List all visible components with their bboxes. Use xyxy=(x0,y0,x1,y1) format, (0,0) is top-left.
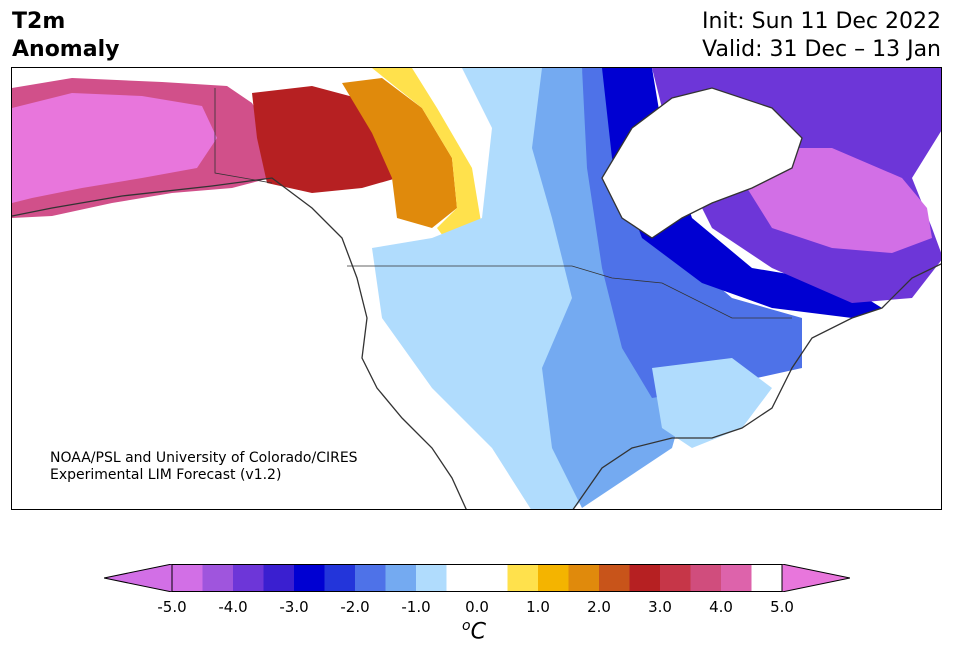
colorbar-segment xyxy=(233,564,264,592)
colorbar-segment xyxy=(629,564,660,592)
colorbar-segment xyxy=(202,564,233,592)
colorbar-over-arrow xyxy=(781,564,850,592)
map-canvas xyxy=(12,68,941,509)
colorbar-segment xyxy=(324,564,355,592)
colorbar-segment xyxy=(172,564,203,592)
credit-line-2: Experimental LIM Forecast (v1.2) xyxy=(50,467,282,483)
colorbar-under-arrow xyxy=(104,564,173,592)
colorbar-segment xyxy=(294,564,325,592)
border-us-canada xyxy=(347,265,792,319)
coastline-hudson-bay xyxy=(601,87,803,239)
colorbar-segment xyxy=(263,564,294,592)
credit-line-1: NOAA/PSL and University of Colorado/CIRE… xyxy=(50,450,358,466)
colorbar-tick-label: -4.0 xyxy=(218,598,248,616)
unit-superscript: o xyxy=(462,618,471,634)
colorbar-segment xyxy=(721,564,752,592)
colorbar-segment xyxy=(446,564,508,592)
credit-text: NOAA/PSL and University of Colorado/CIRE… xyxy=(50,450,358,484)
colorbar-unit: oC xyxy=(462,618,486,644)
anomaly-region-midwest-blue xyxy=(582,68,802,398)
border-alaska-canada xyxy=(214,88,273,184)
colorbar-tick-label: -2.0 xyxy=(340,598,370,616)
title-variable: T2m xyxy=(12,9,66,34)
colorbar-frame xyxy=(171,564,783,592)
colorbar-segment xyxy=(538,564,569,592)
anomaly-region-labrador-violet xyxy=(747,148,932,253)
colorbar-tick-label: 3.0 xyxy=(648,598,672,616)
colorbar-segment xyxy=(355,564,386,592)
colorbar-tick-label: -1.0 xyxy=(401,598,431,616)
colorbar-ticks: -5.0 -4.0 -3.0 -2.0 -1.0 0.0 1.0 2.0 3.0 4.0 5.0 xyxy=(0,598,953,618)
anomaly-region-hudson-darkblue xyxy=(602,68,882,318)
valid-dates: Valid: 31 Dec – 13 Jan xyxy=(702,37,941,62)
colorbar-segment xyxy=(599,564,630,592)
anomaly-region-bc-orange xyxy=(342,78,457,228)
anomaly-region-southeast-lightblue xyxy=(652,358,772,448)
coastline-west xyxy=(12,177,467,509)
colorbar-tick-label: 5.0 xyxy=(770,598,794,616)
colorbar-segment xyxy=(416,564,447,592)
colorbar-tick-label: -5.0 xyxy=(157,598,187,616)
title-type: Anomaly xyxy=(12,37,120,62)
colorbar-segment xyxy=(507,564,538,592)
anomaly-map: NOAA/PSL and University of Colorado/CIRE… xyxy=(11,67,942,510)
init-date: Init: Sun 11 Dec 2022 xyxy=(702,9,941,34)
colorbar-tick-label: 1.0 xyxy=(526,598,550,616)
colorbar-tick-label: 0.0 xyxy=(465,598,489,616)
colorbar-tick-label: 4.0 xyxy=(709,598,733,616)
coastline-gulf xyxy=(572,263,941,509)
colorbar-tick-label: -3.0 xyxy=(279,598,309,616)
colorbar-segment xyxy=(568,564,599,592)
forecast-dates: Init: Sun 11 Dec 2022 Valid: 31 Dec – 13… xyxy=(702,8,941,64)
colorbar-tick-label: 2.0 xyxy=(587,598,611,616)
colorbar-segment xyxy=(690,564,721,592)
colorbar-segment xyxy=(385,564,416,592)
unit-base: C xyxy=(470,619,486,645)
anomaly-region-alaska-magenta xyxy=(12,93,217,203)
colorbar xyxy=(104,564,850,592)
colorbar-segment xyxy=(660,564,691,592)
map-title: T2m Anomaly xyxy=(12,8,119,64)
